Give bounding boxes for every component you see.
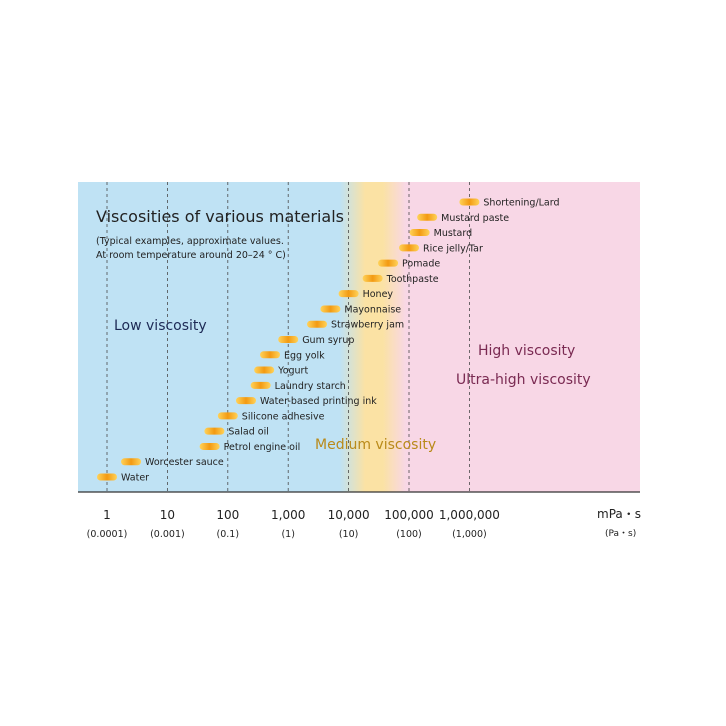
gridlines	[106, 182, 470, 492]
data-point-label: Mayonnaise	[344, 304, 401, 315]
data-point-label: Silicone adhesive	[242, 411, 325, 422]
x-axis-unit: mPa・s	[597, 507, 641, 521]
data-point-marker	[199, 442, 220, 450]
data-point-marker	[260, 351, 281, 359]
chart-title: Viscosities of various materials	[96, 207, 344, 226]
data-point-marker	[378, 259, 399, 267]
data-point-label: Worcester sauce	[145, 457, 224, 468]
data-point-marker	[250, 381, 271, 389]
data-point-label: Gum syrup	[302, 335, 354, 346]
data-point-label: Pomade	[402, 259, 440, 270]
data-point-marker	[97, 473, 117, 481]
data-point-label: Laundry starch	[275, 381, 346, 392]
region-label-high: High viscosity	[478, 343, 575, 359]
data-point-label: Yogurt	[277, 366, 308, 377]
x-axis-ticks: 1 (0.0001) 10 (0.001) 100 (0.1) 1,000 (1) 10,000…	[87, 508, 500, 540]
data-point-marker	[459, 198, 480, 206]
data-point-label: Water	[121, 473, 149, 484]
region-high-viscosity-bg	[406, 182, 640, 492]
data-point-marker	[278, 336, 299, 343]
region-medium-viscosity-bg	[340, 182, 406, 492]
data-point-label: Shortening/Lard	[483, 198, 559, 209]
data-point-marker	[409, 229, 430, 237]
x-tick-label: 100,000	[384, 508, 434, 522]
data-point-label: Honey	[363, 289, 394, 300]
region-label-ultra-high: Ultra-high viscosity	[456, 372, 591, 388]
chart-subtitle-line-1: (Typical examples, approximate values.	[96, 236, 284, 247]
data-point-marker	[338, 290, 359, 298]
x-tick-sublabel: (1)	[281, 529, 294, 540]
x-tick-label: 10	[160, 508, 175, 522]
data-point-marker	[417, 213, 438, 221]
x-tick-sublabel: (10)	[339, 529, 359, 540]
data-point-label: Petrol engine oil	[224, 442, 301, 453]
data-point-label: Egg yolk	[284, 350, 325, 361]
data-point-marker	[217, 412, 238, 420]
x-axis-unit-alt: (Pa・s)	[605, 529, 636, 539]
region-label-medium: Medium viscosity	[315, 437, 436, 453]
data-point-marker	[204, 427, 225, 435]
data-point-marker	[254, 366, 275, 374]
data-point-label: Rice jelly/Tar	[423, 243, 483, 254]
data-point-marker	[362, 274, 383, 282]
region-label-low: Low viscosity	[114, 318, 207, 334]
data-point-marker	[399, 244, 419, 252]
x-tick-label: 1	[103, 508, 111, 522]
chart-subtitle-line-2: At room temperature around 20–24 ° C)	[96, 250, 286, 261]
x-tick-label: 10,000	[328, 508, 370, 522]
x-tick-sublabel: (0.0001)	[87, 529, 128, 540]
x-tick-sublabel: (0.1)	[217, 529, 240, 540]
region-low-viscosity-bg	[78, 182, 350, 492]
x-tick-label: 1,000	[271, 508, 305, 522]
x-tick-label: 1,000,000	[439, 508, 500, 522]
x-tick-label: 100	[216, 508, 239, 522]
x-tick-sublabel: (0.001)	[150, 529, 185, 540]
data-point-marker	[320, 305, 341, 313]
data-point-label: Strawberry jam	[331, 320, 404, 331]
background-regions	[78, 182, 640, 492]
data-point-marker	[121, 458, 142, 466]
data-point-label: Salad oil	[228, 427, 268, 438]
x-tick-sublabel: (100)	[396, 529, 422, 540]
data-point-label: Mustard paste	[441, 213, 509, 224]
data-point-marker	[307, 320, 328, 328]
data-point-label: Toothpaste	[386, 274, 439, 285]
data-point-marker	[235, 397, 256, 405]
data-point-label: Water-based printing ink	[260, 396, 377, 407]
data-point-label: Mustard	[434, 228, 472, 239]
x-tick-sublabel: (1,000)	[452, 529, 487, 540]
